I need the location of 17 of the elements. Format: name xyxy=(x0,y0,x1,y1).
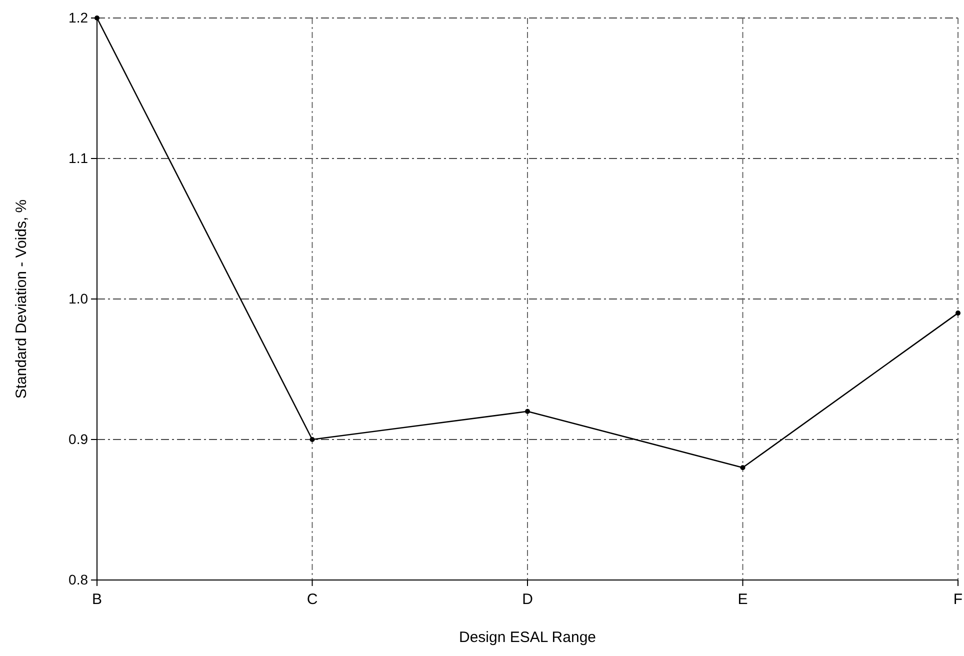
x-tick-label: F xyxy=(953,591,963,608)
x-axis-title: Design ESAL Range xyxy=(458,629,596,646)
point xyxy=(94,15,100,21)
x-tick-label: E xyxy=(738,591,748,608)
point xyxy=(524,408,530,414)
point xyxy=(955,310,961,316)
y-tick-label: 0.8 xyxy=(68,571,88,588)
y-axis-title: Standard Deviation - Voids, % xyxy=(13,199,30,399)
y-tick-label: 1.1 xyxy=(68,150,88,166)
point xyxy=(740,465,746,470)
x-tick-label: B xyxy=(92,591,102,608)
x-tick-label: D xyxy=(522,591,534,608)
y-tick-label: 0.9 xyxy=(68,430,88,447)
y-tick-label: 1.0 xyxy=(68,290,88,306)
y-tick-label: 1.2 xyxy=(68,9,88,26)
x-tick-label: C xyxy=(306,591,318,608)
point xyxy=(310,436,315,442)
